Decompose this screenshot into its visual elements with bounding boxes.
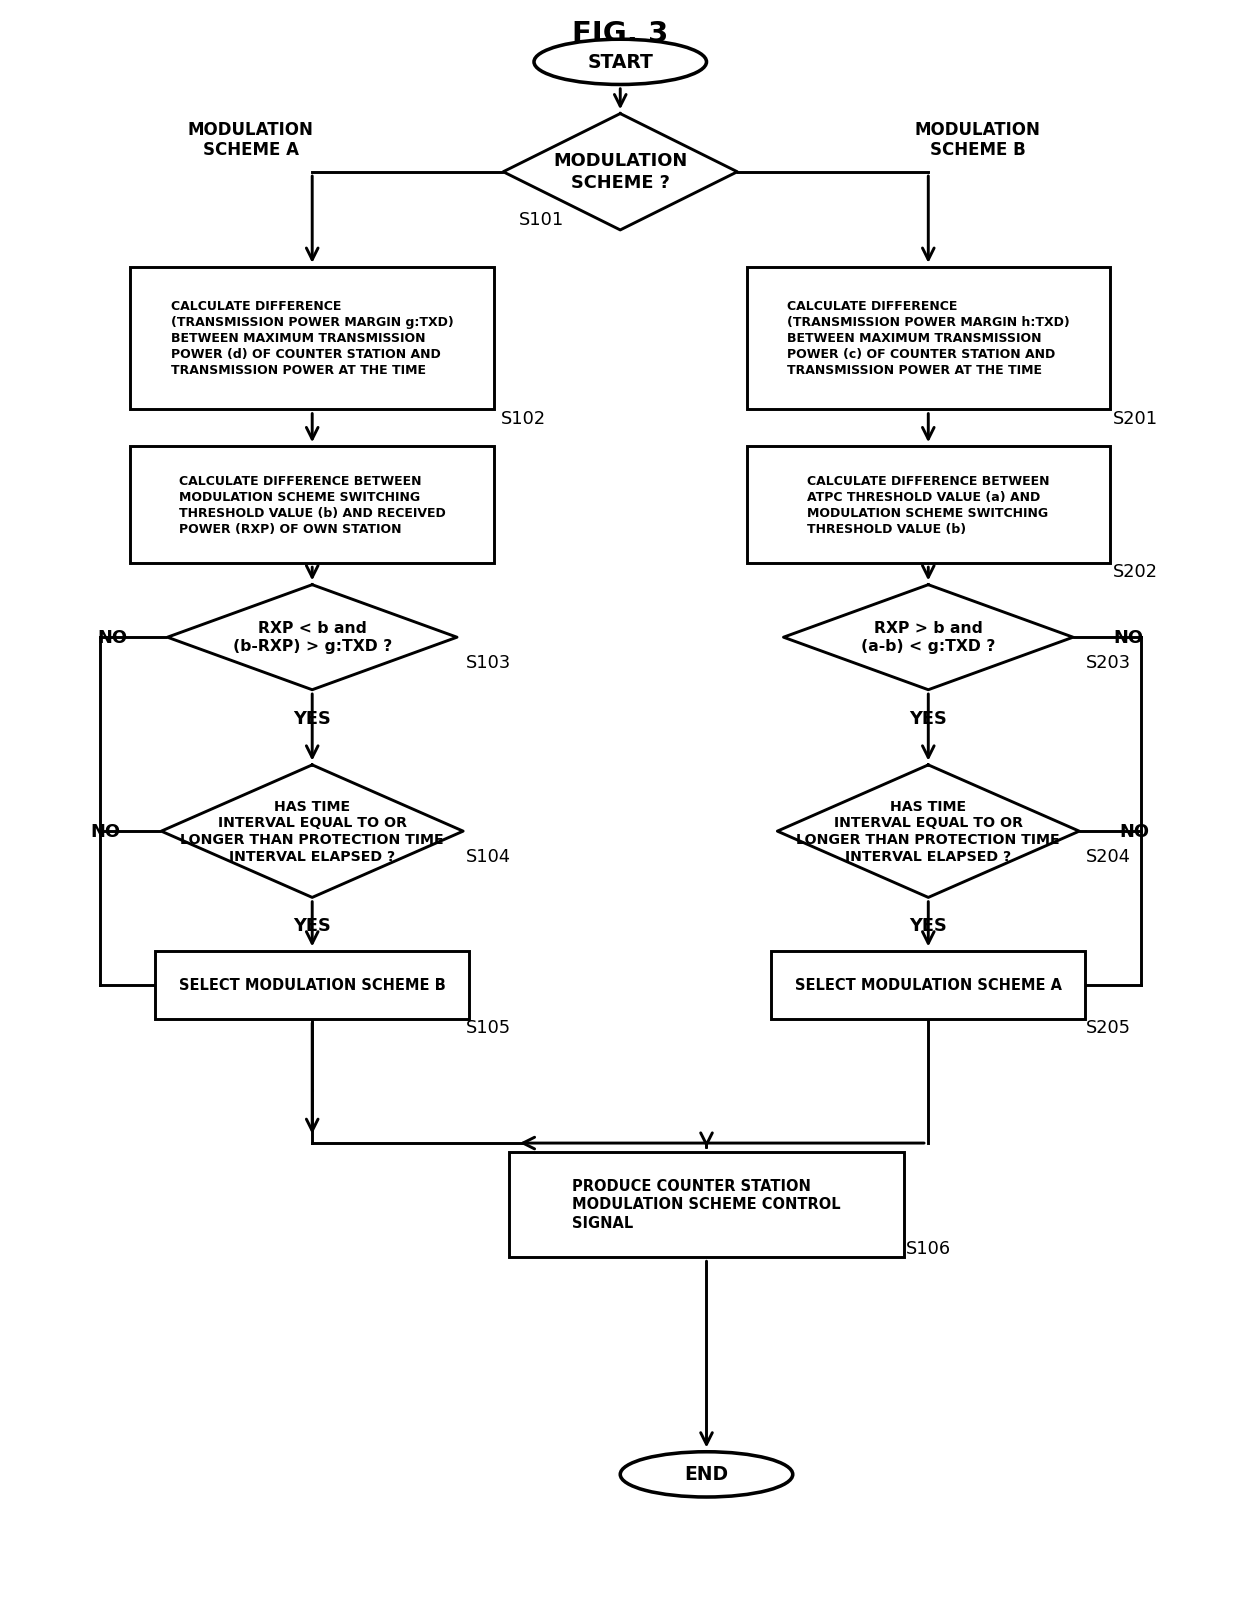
Text: CALCULATE DIFFERENCE
(TRANSMISSION POWER MARGIN h:TXD)
BETWEEN MAXIMUM TRANSMISS: CALCULATE DIFFERENCE (TRANSMISSION POWER…: [786, 300, 1069, 377]
Text: S205: S205: [1085, 1018, 1131, 1036]
Text: S204: S204: [1085, 848, 1131, 866]
Text: YES: YES: [293, 918, 331, 935]
Bar: [746, 447, 1110, 564]
Text: RXP < b and
(b-RXP) > g:TXD ?: RXP < b and (b-RXP) > g:TXD ?: [232, 620, 392, 654]
Text: NO: NO: [97, 628, 126, 646]
Text: S102: S102: [501, 409, 546, 427]
Text: CALCULATE DIFFERENCE
(TRANSMISSION POWER MARGIN g:TXD)
BETWEEN MAXIMUM TRANSMISS: CALCULATE DIFFERENCE (TRANSMISSION POWER…: [171, 300, 454, 377]
Text: S201: S201: [1112, 409, 1158, 427]
Bar: [130, 268, 494, 409]
Text: SELECT MODULATION SCHEME B: SELECT MODULATION SCHEME B: [179, 978, 445, 992]
Bar: [510, 1151, 903, 1257]
Text: NO: NO: [91, 822, 120, 840]
Text: NO: NO: [1120, 822, 1149, 840]
Text: YES: YES: [909, 710, 947, 728]
Ellipse shape: [533, 39, 707, 84]
Polygon shape: [777, 765, 1079, 898]
Text: HAS TIME
INTERVAL EQUAL TO OR
LONGER THAN PROTECTION TIME
INTERVAL ELAPSED ?: HAS TIME INTERVAL EQUAL TO OR LONGER THA…: [796, 799, 1060, 864]
Text: START: START: [587, 54, 653, 71]
Polygon shape: [167, 585, 456, 690]
Text: RXP > b and
(a-b) < g:TXD ?: RXP > b and (a-b) < g:TXD ?: [861, 620, 994, 654]
Text: MODULATION
SCHEME ?: MODULATION SCHEME ?: [553, 153, 687, 192]
Polygon shape: [503, 114, 737, 231]
Text: S203: S203: [1085, 654, 1131, 672]
Text: YES: YES: [293, 710, 331, 728]
Text: CALCULATE DIFFERENCE BETWEEN
ATPC THRESHOLD VALUE (a) AND
MODULATION SCHEME SWIT: CALCULATE DIFFERENCE BETWEEN ATPC THRESH…: [807, 474, 1049, 536]
Text: S104: S104: [466, 848, 511, 866]
Text: S105: S105: [466, 1018, 511, 1036]
Text: S202: S202: [1112, 564, 1158, 581]
Text: HAS TIME
INTERVAL EQUAL TO OR
LONGER THAN PROTECTION TIME
INTERVAL ELAPSED ?: HAS TIME INTERVAL EQUAL TO OR LONGER THA…: [180, 799, 444, 864]
Text: PRODUCE COUNTER STATION
MODULATION SCHEME CONTROL
SIGNAL: PRODUCE COUNTER STATION MODULATION SCHEM…: [572, 1179, 841, 1231]
Bar: [771, 952, 1085, 1018]
Text: MODULATION
SCHEME A: MODULATION SCHEME A: [187, 120, 314, 159]
Bar: [155, 952, 469, 1018]
Text: S101: S101: [520, 211, 564, 229]
Polygon shape: [161, 765, 463, 898]
Text: FIG. 3: FIG. 3: [572, 21, 668, 49]
Text: END: END: [684, 1465, 728, 1484]
Text: NO: NO: [1114, 628, 1143, 646]
Bar: [130, 447, 494, 564]
Text: S103: S103: [466, 654, 511, 672]
Text: YES: YES: [909, 918, 947, 935]
Text: MODULATION
SCHEME B: MODULATION SCHEME B: [914, 120, 1040, 159]
Ellipse shape: [620, 1452, 792, 1497]
Polygon shape: [784, 585, 1073, 690]
Bar: [746, 268, 1110, 409]
Text: S106: S106: [905, 1241, 951, 1259]
Text: CALCULATE DIFFERENCE BETWEEN
MODULATION SCHEME SWITCHING
THRESHOLD VALUE (b) AND: CALCULATE DIFFERENCE BETWEEN MODULATION …: [179, 474, 445, 536]
Text: SELECT MODULATION SCHEME A: SELECT MODULATION SCHEME A: [795, 978, 1061, 992]
